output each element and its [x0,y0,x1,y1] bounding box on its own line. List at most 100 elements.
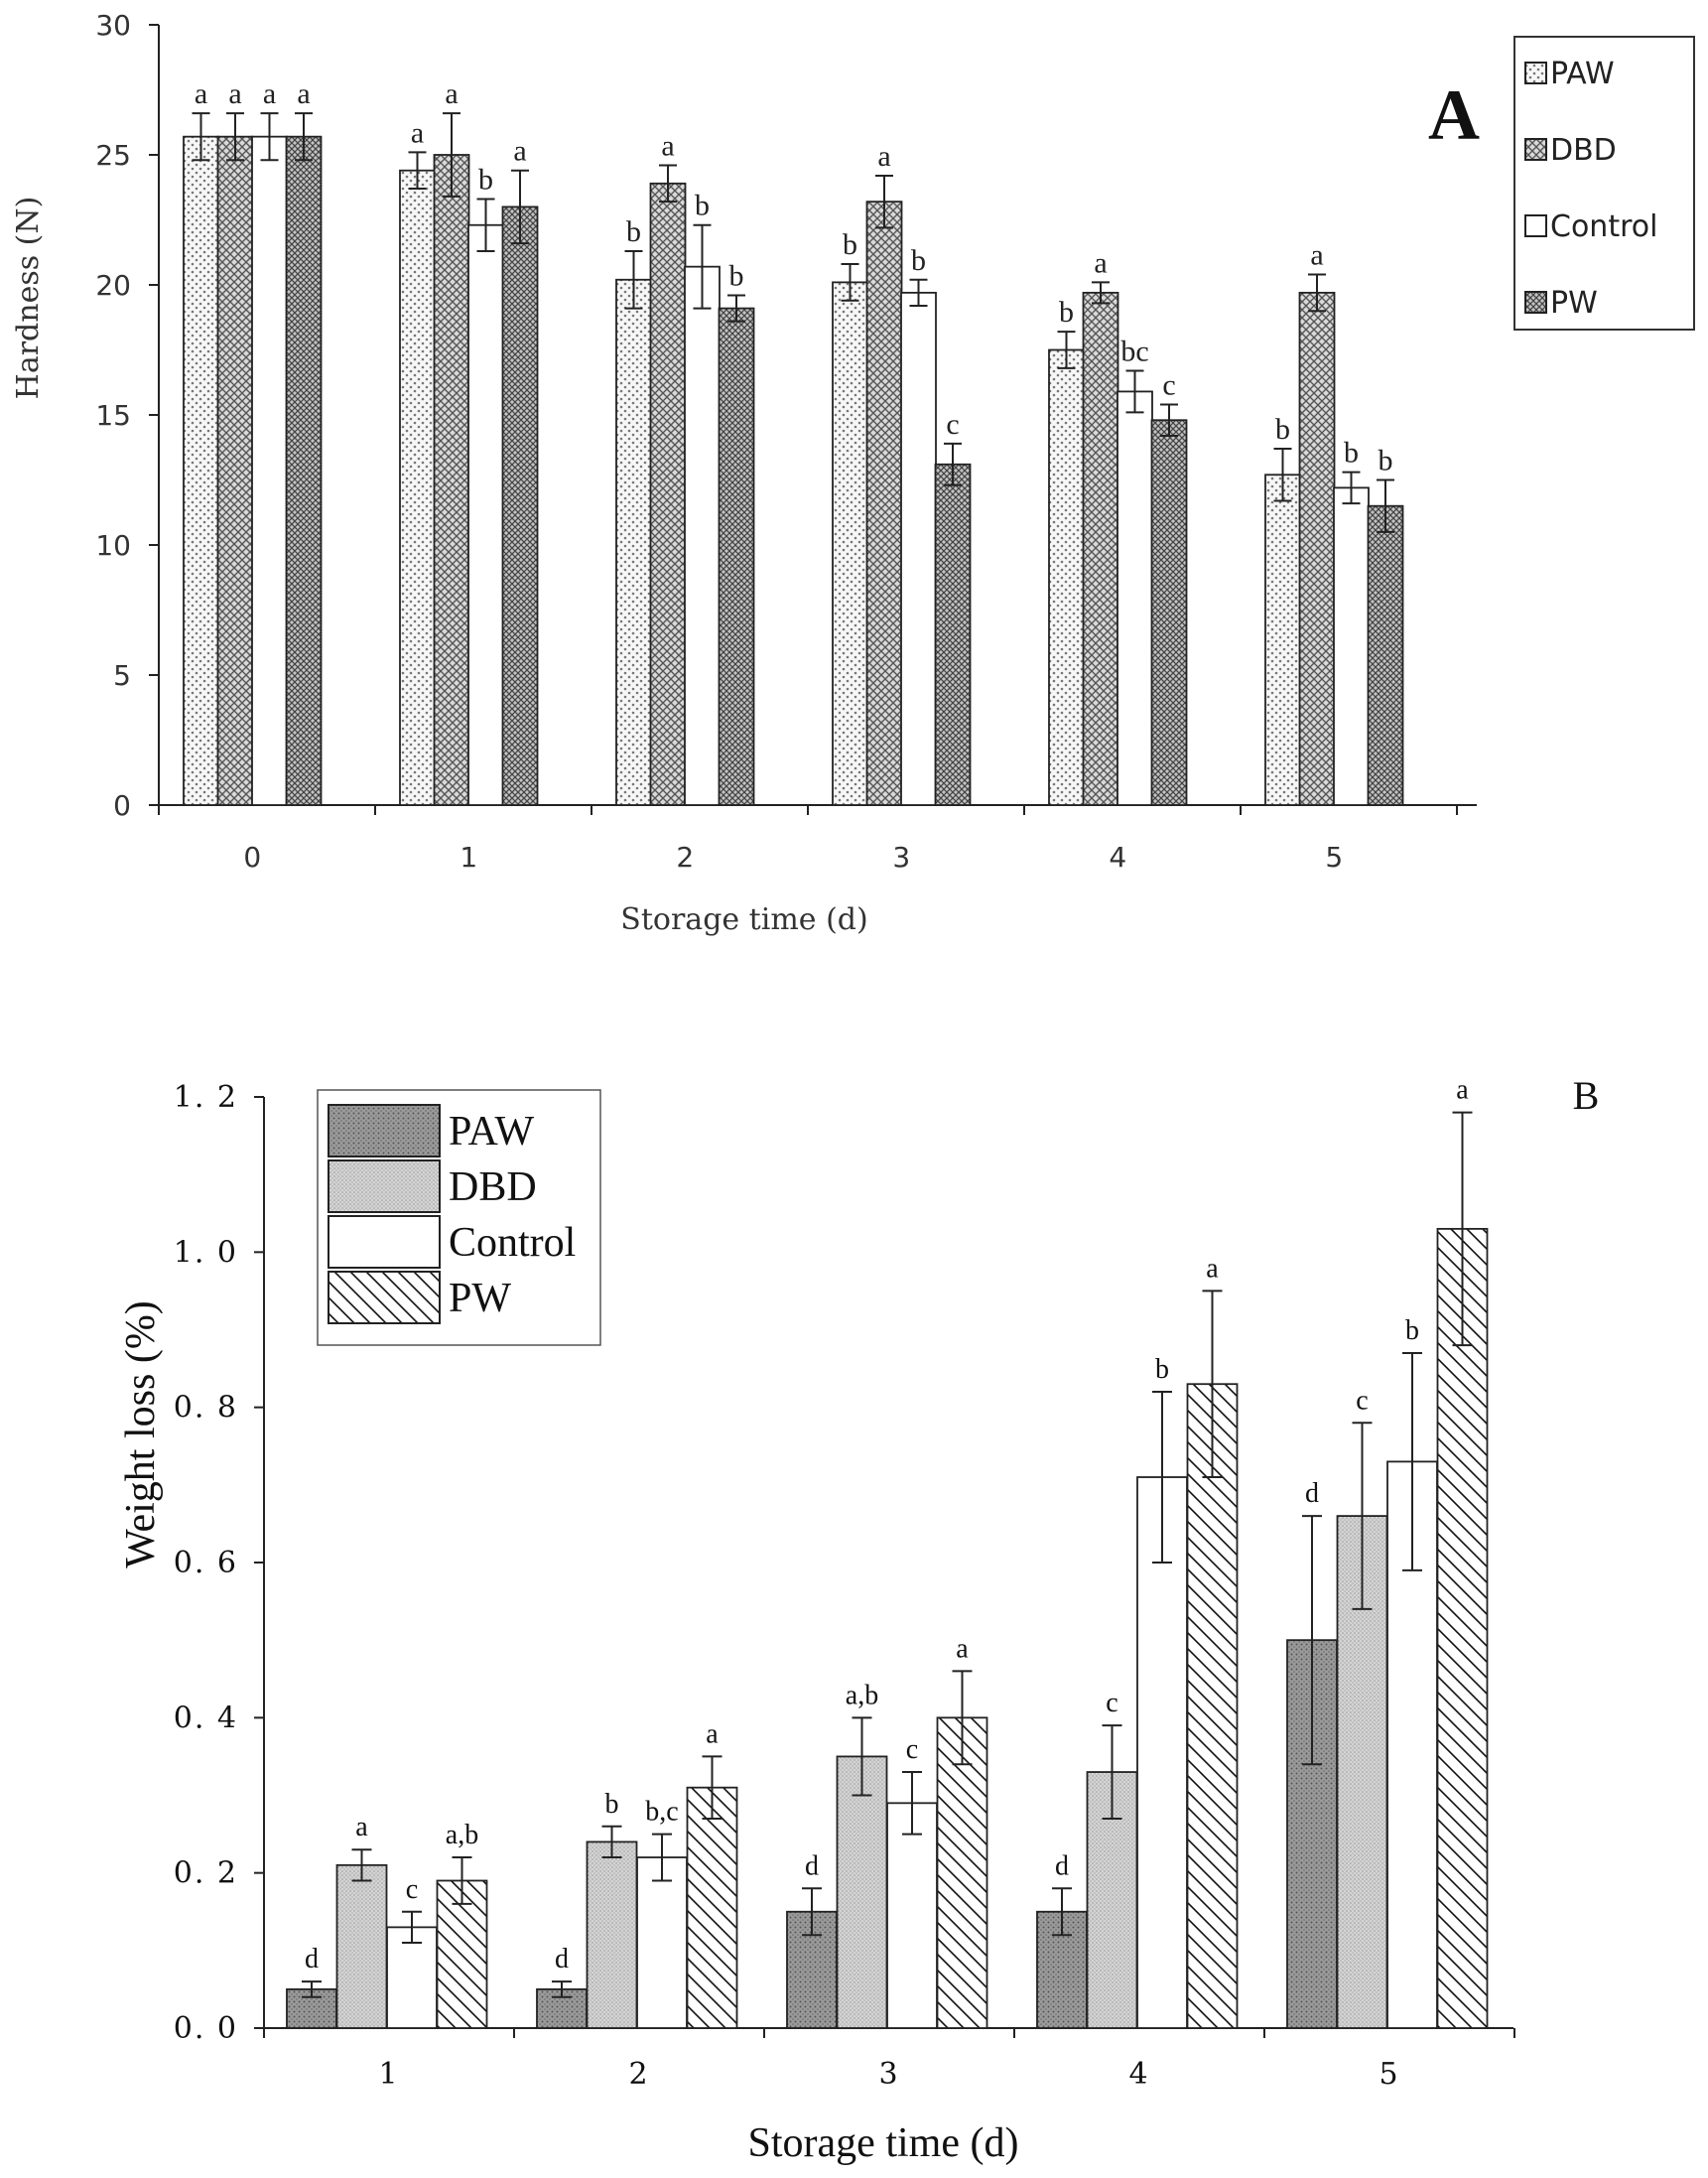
x-tick-label: 2 [676,841,694,874]
significance-letter: b [1275,413,1290,446]
error-bar [1152,1391,1172,1564]
y-tick-label: 0 [113,789,131,822]
x-tick-label: 4 [1109,841,1126,874]
significance-letter: a [956,1633,969,1664]
legend-swatch [1524,214,1547,237]
weight-loss-chart: Weight loss (%) Storage time (d) B 0. 0 0… [118,1073,1599,2166]
significance-letter: b [911,244,926,277]
bar-pw [1367,504,1404,806]
significance-letter: c [1106,1688,1117,1718]
error-bar [944,442,962,486]
error-bar [1102,1724,1122,1820]
error-bar [260,112,279,162]
bar-control [900,291,937,806]
x-tick-label: 5 [1325,841,1343,874]
bar-control [386,1926,438,2029]
bar-paw [183,135,219,806]
significance-letter: d [555,1944,569,1974]
bar-dbd [433,154,470,806]
error-bar [511,169,529,245]
significance-letter: d [1055,1850,1069,1881]
bar-control [886,1802,938,2029]
bar-dbd [335,1863,388,2029]
significance-letter: b [626,215,641,248]
significance-letter: a [1456,1075,1469,1106]
y-axis-label: Weight loss (%) [118,1300,164,1568]
y-tick-label: 25 [95,139,131,172]
y-tick-label: 5 [113,659,131,692]
significance-letter: a [297,77,310,110]
bar-control [467,223,504,806]
error-bar [295,112,313,162]
significance-letter: b [1059,296,1074,329]
bar-control [251,135,288,806]
bar-control [1333,486,1370,806]
legend-swatch [328,1215,441,1269]
error-bar [1308,273,1326,313]
error-bar [952,1670,973,1766]
x-tick-label: 3 [878,2057,899,2092]
significance-letter: c [906,1734,918,1765]
error-bar [1057,331,1076,369]
y-tick-label: 30 [95,9,131,42]
significance-letter: a [1206,1253,1219,1284]
significance-letter: b [1155,1354,1169,1385]
significance-letter: a [411,116,424,149]
significance-letter: c [946,408,959,441]
error-bar [552,1980,572,1998]
significance-letter: c [1356,1385,1368,1416]
error-bar [601,1825,622,1859]
legend-label: PAW [1550,57,1615,91]
significance-letter: b [478,164,493,197]
bar-control [684,265,721,806]
bar-pw [1436,1227,1489,2029]
legend-label: PW [449,1276,511,1321]
error-bar [1342,471,1361,505]
error-bar [408,151,427,191]
significance-letter: bc [1120,335,1148,367]
error-bar [1092,281,1110,305]
legend-label: PW [1550,286,1598,321]
error-bar [1202,1290,1223,1479]
legend-swatch [1524,62,1547,84]
error-bar [1377,478,1394,533]
bar-control [1117,390,1153,806]
bar-dbd [1298,291,1336,806]
bar-dbd [216,135,254,806]
error-bar [476,198,495,252]
x-tick-label: 2 [628,2057,649,2092]
legend-box [1513,36,1695,331]
error-bar [1452,1111,1473,1347]
error-bar [351,1848,372,1882]
error-bar [226,112,244,162]
significance-letter: a [1310,239,1323,272]
significance-letter: c [1162,369,1175,402]
error-bar [402,1910,422,1945]
x-axis-label: Storage time (d) [748,2120,1019,2166]
significance-letter: a,b [446,1820,478,1850]
bar-pw [285,135,323,806]
bar-dbd [649,182,687,806]
error-bar [1273,448,1292,502]
x-tick-label: 1 [460,841,477,874]
error-bar [1352,1422,1373,1610]
legend-label: DBD [1550,133,1617,168]
panel-label: B [1573,1073,1600,1118]
x-tick-label: 1 [378,2057,399,2092]
bar-control [1136,1476,1188,2029]
error-bar [1052,1887,1072,1937]
y-tick-label: 1. 2 [174,1080,238,1115]
y-tick-label: 0. 6 [174,1546,238,1580]
significance-letter: b [605,1789,619,1820]
x-tick-label: 5 [1379,2057,1399,2092]
significance-letter: a [513,135,526,168]
error-bar [702,1755,723,1820]
significance-letter: a [661,129,674,162]
x-axis-label: Storage time (d) [620,902,867,937]
error-bar [659,164,677,204]
bar-paw [1048,348,1085,806]
bar-pw [501,205,539,806]
y-tick-label: 0. 0 [174,2011,238,2046]
significance-letter: b [1379,445,1393,477]
